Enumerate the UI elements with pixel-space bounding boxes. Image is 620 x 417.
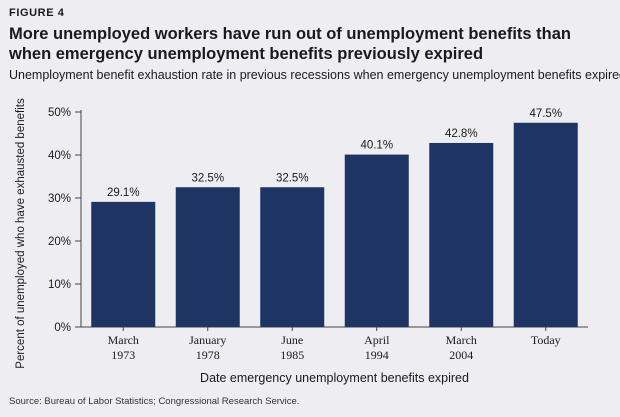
- y-tick-label: 50%: [48, 107, 71, 119]
- source-note: Source: Bureau of Labor Statistics; Cong…: [9, 396, 300, 407]
- x-tick-label: 2004: [449, 348, 473, 362]
- y-tick-label: 30%: [48, 193, 71, 205]
- x-axis-title: Date emergency unemployment benefits exp…: [200, 371, 469, 385]
- data-label: 47.5%: [529, 108, 562, 120]
- y-axis-title: Percent of unemployed who have exhausted…: [15, 98, 27, 369]
- bar: [429, 142, 494, 327]
- data-label: 32.5%: [191, 172, 224, 184]
- x-tick-label: Today: [531, 333, 561, 347]
- bar: [260, 187, 325, 327]
- bar: [344, 154, 409, 327]
- bar: [91, 201, 156, 327]
- data-label: 32.5%: [276, 172, 309, 184]
- bar: [513, 122, 578, 327]
- y-tick-label: 40%: [48, 150, 71, 162]
- x-tick-label: 1994: [365, 348, 389, 362]
- x-tick-label: 1978: [196, 348, 220, 362]
- x-tick-label: 1985: [280, 348, 304, 362]
- data-label: 40.1%: [360, 140, 393, 152]
- y-tick-label: 20%: [48, 236, 71, 248]
- figure-label: FIGURE 4: [9, 7, 65, 19]
- data-label: 29.1%: [107, 187, 140, 199]
- chart-subtitle: Unemployment benefit exhaustion rate in …: [9, 68, 620, 82]
- x-tick-label: January: [189, 333, 226, 347]
- chart-title: More unemployed workers have run out of …: [9, 25, 571, 63]
- bar: [175, 187, 240, 327]
- data-label: 42.8%: [445, 128, 478, 140]
- x-tick-label: March: [108, 333, 139, 347]
- x-tick-label: June: [281, 333, 303, 347]
- y-tick-label: 10%: [48, 279, 71, 291]
- x-tick-label: April: [364, 333, 390, 347]
- x-tick-label: 1973: [111, 348, 135, 362]
- x-tick-label: March: [446, 333, 477, 347]
- y-tick-label: 0%: [54, 322, 71, 334]
